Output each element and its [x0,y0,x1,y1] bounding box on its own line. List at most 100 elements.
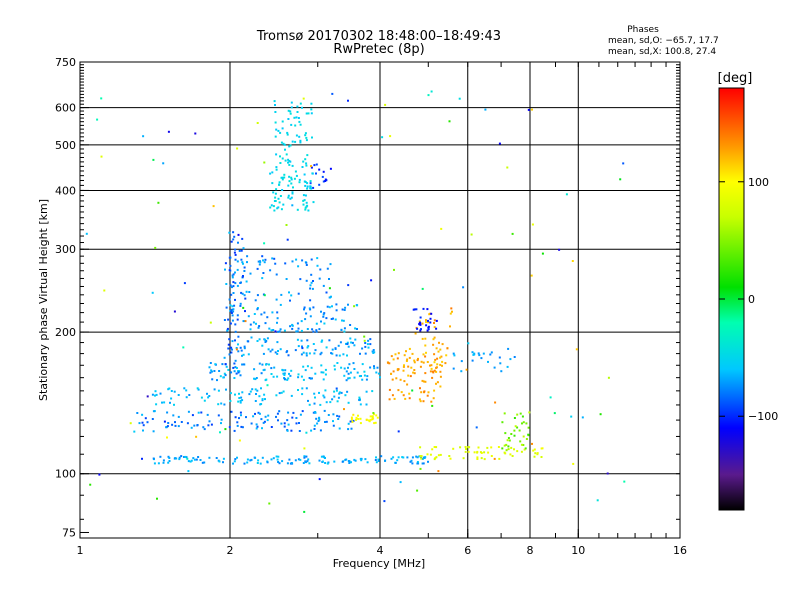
data-point [325,401,328,404]
data-point [257,326,260,329]
data-point [288,372,290,375]
data-point [274,192,277,195]
data-point [480,357,483,360]
data-point [282,390,285,393]
data-point [397,368,400,371]
data-point [241,354,243,357]
data-point [376,366,379,369]
data-point [340,391,343,394]
data-point [232,366,235,369]
data-point [288,180,291,183]
data-point [240,249,243,252]
data-point [257,260,260,263]
data-point [424,337,427,340]
data-point [273,257,276,260]
data-point [436,357,439,360]
data-point [392,370,395,373]
data-point [353,368,356,370]
data-point [276,341,279,344]
data-point [507,448,510,451]
data-point [521,415,524,418]
data-point [322,394,325,397]
data-point [274,104,276,106]
data-point [311,172,314,175]
data-point [372,352,375,354]
data-point [313,352,316,355]
data-point [278,392,281,395]
data-point [331,92,334,95]
data-point [260,372,263,375]
data-point [439,348,442,351]
data-point [279,195,282,197]
data-point [355,418,357,421]
data-point [344,458,347,461]
data-point [233,251,236,254]
data-point [333,395,336,398]
data-point [262,259,264,262]
data-point [297,376,300,379]
data-point [372,412,375,414]
data-point [154,394,156,397]
data-point [321,339,324,342]
data-point [509,358,512,361]
data-point [136,412,139,414]
data-point [234,393,236,396]
data-point [296,338,299,341]
data-point [571,260,574,262]
data-point [269,269,272,272]
data-point [177,394,180,396]
data-point [357,414,359,417]
data-point [199,459,202,461]
data-point [320,351,323,354]
data-point [240,349,243,352]
data-point [431,376,434,379]
data-point [286,133,289,136]
data-point [233,429,236,432]
data-point [272,329,275,331]
data-point [368,420,371,423]
data-point [180,421,183,423]
data-point [100,155,103,158]
data-point [276,412,279,415]
data-point [439,363,442,366]
data-point [258,338,261,341]
data-point [323,312,326,315]
data-point [318,459,321,462]
data-point [294,140,297,143]
data-point [290,123,293,126]
data-point [215,457,218,459]
data-point [315,329,318,332]
x-axis-ticks: 1 2 4 6 8 10 16 [77,62,687,557]
data-point [151,291,154,294]
data-point [278,330,281,333]
data-point [346,341,349,344]
data-point [363,370,366,373]
data-point [286,419,289,422]
data-point [305,112,308,115]
data-point [255,427,258,430]
data-point [241,391,244,394]
data-point [224,262,227,265]
data-point [144,417,147,420]
data-point [353,376,356,379]
data-point [411,456,414,459]
data-point [341,460,344,463]
data-point [275,455,278,458]
data-point [323,396,326,399]
data-point [270,329,273,332]
data-point [209,371,212,374]
data-point [297,345,300,348]
data-point [296,322,299,325]
data-point [448,455,451,457]
data-point [361,378,364,381]
data-point [304,184,307,187]
data-point [224,374,227,377]
data-point [214,363,217,366]
data-point [231,348,233,351]
data-point [256,122,259,124]
data-point [435,347,438,350]
data-point [284,148,286,151]
data-point [483,458,486,461]
data-point [236,421,239,424]
data-point [506,439,509,442]
